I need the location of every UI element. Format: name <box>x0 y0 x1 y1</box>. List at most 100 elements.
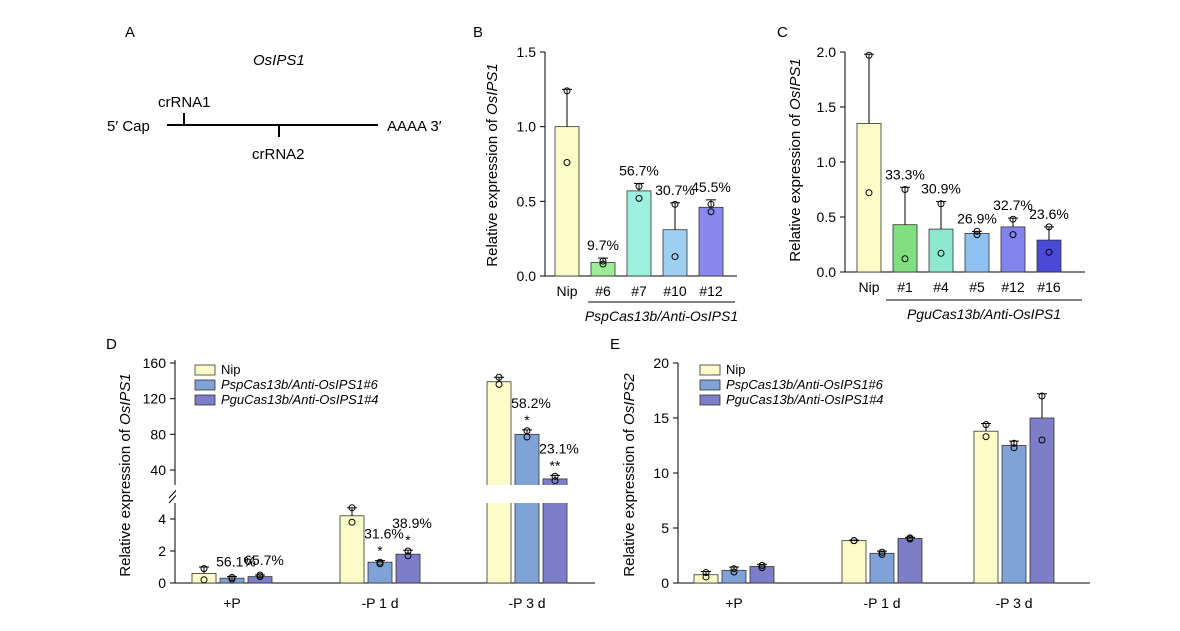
bar-point <box>523 433 531 441</box>
bar <box>973 430 999 584</box>
percent-label: 32.7% <box>993 197 1033 213</box>
panel-letter-e: E <box>610 336 620 353</box>
crrna1-label: crRNA1 <box>158 94 211 111</box>
panel-c: C Relative expression of OsIPS1 0.0 0.5 1.… <box>777 24 1085 322</box>
y-tick-label: 40 <box>150 462 166 478</box>
bar-point <box>702 569 710 577</box>
bar <box>841 540 867 584</box>
y-tick-label: 1.5 <box>517 44 537 60</box>
percent-label: 23.6% <box>1029 206 1069 222</box>
bar-point <box>730 565 738 573</box>
bar-point <box>707 200 715 208</box>
bar <box>486 381 512 584</box>
y-tick-label: 0.0 <box>817 264 837 280</box>
percent-label: 9.7% <box>587 237 619 253</box>
panel-c-ylabel: Relative expression of OsIPS1 <box>787 58 804 261</box>
y-tick-label: 4 <box>158 511 166 527</box>
bar-point <box>200 565 208 573</box>
bar-point <box>563 87 571 95</box>
group-label: PspCas13b/Anti-OsIPS1 <box>585 308 738 324</box>
bar-point <box>1009 215 1017 223</box>
x-tick-label: Nip <box>556 283 577 299</box>
x-tick-label: #4 <box>933 279 949 295</box>
x-tick-label: #12 <box>699 283 723 299</box>
bar-point <box>878 550 886 558</box>
panel-d-ylabel: Relative expression of OsIPS1 <box>117 373 134 576</box>
bar-point <box>1045 223 1053 231</box>
percent-label: 56.7% <box>619 162 659 178</box>
panel-e-plot: 0 5 10 15 20 +P -P 1 d -P 3 d NipPspCas13b/Anti-… <box>653 355 1090 611</box>
bar <box>339 515 365 584</box>
panel-b-ylabel: Relative expression of OsIPS1 <box>484 63 501 266</box>
bar-point <box>1038 436 1046 444</box>
legend-label: PspCas13b/Anti-OsIPS1#6 <box>726 377 884 392</box>
y-tick-label: 10 <box>653 465 669 481</box>
bar <box>1036 239 1062 273</box>
axis-break-band <box>176 485 595 503</box>
x-tick-label: +P <box>223 595 241 611</box>
three-prime-polya-label: AAAA 3′ <box>387 118 442 135</box>
bar-point <box>865 51 873 59</box>
panel-a: A OsIPS1 crRNA1 crRNA2 5′ Cap AAAA 3′ <box>107 24 442 163</box>
bar-point <box>1038 392 1046 400</box>
bar-point <box>901 255 909 263</box>
panel-letter-a: A <box>125 24 135 41</box>
crrna2-label: crRNA2 <box>252 146 305 163</box>
bar-point <box>973 231 981 239</box>
bar-point <box>348 518 356 526</box>
percent-label: 65.7% <box>244 552 284 568</box>
bar-point <box>901 186 909 193</box>
x-tick-label: #12 <box>1001 279 1025 295</box>
x-tick-label: -P 1 d <box>863 595 900 611</box>
y-tick-label: 1.0 <box>817 154 837 170</box>
y-tick-label: 20 <box>653 355 669 371</box>
bar-point <box>495 380 503 388</box>
legend-label: Nip <box>221 362 241 377</box>
panel-e-ylabel: Relative expression of OsIPS2 <box>621 373 638 577</box>
legend-swatch <box>699 364 721 376</box>
y-tick-label: 120 <box>143 391 167 407</box>
panel-b-plot: 0.0 0.5 1.0 1.5 Nip #6 9.7% #7 56.7% #10 30.7% #12 4… <box>517 44 739 324</box>
bar-point <box>865 189 873 197</box>
bar-point <box>982 421 990 429</box>
panel-d: D Relative expression of OsIPS1 0 2 4 40 80 1… <box>106 336 595 611</box>
x-tick-label: #6 <box>595 283 611 299</box>
bar-point <box>671 253 679 261</box>
y-tick-label: 15 <box>653 410 669 426</box>
panel-letter-d: D <box>106 336 117 353</box>
percent-label: 30.7% <box>655 182 695 198</box>
five-prime-cap-label: 5′ Cap <box>107 118 150 135</box>
bar <box>626 190 652 277</box>
panel-letter-b: B <box>473 24 483 41</box>
percent-label: 56.1% <box>216 554 256 570</box>
bar <box>1001 445 1027 584</box>
bar-point <box>878 548 886 556</box>
x-tick-label: +P <box>725 595 743 611</box>
y-tick-label: 160 <box>143 355 167 371</box>
bar-point <box>982 433 990 441</box>
bar-point <box>348 504 356 512</box>
bar-point <box>1010 444 1018 452</box>
percent-label: 23.1% <box>539 440 579 456</box>
legend-swatch <box>194 364 216 376</box>
legend-label: PspCas13b/Anti-OsIPS1#6 <box>221 377 379 392</box>
bar-point <box>563 159 571 167</box>
bar-point <box>1045 248 1053 256</box>
bar <box>721 569 747 584</box>
x-tick-label: Nip <box>858 279 879 295</box>
bar-point <box>1009 231 1017 239</box>
x-tick-label: -P 1 d <box>361 595 398 611</box>
significance-stars: * <box>524 412 530 428</box>
bar-point <box>228 573 236 581</box>
bar <box>892 224 918 273</box>
y-tick-label: 80 <box>150 426 166 442</box>
bar-point <box>758 564 766 572</box>
bar-point <box>200 576 208 584</box>
bar-point <box>404 547 412 555</box>
bar <box>191 573 217 584</box>
percent-label: 33.3% <box>885 166 925 182</box>
bar <box>856 123 882 273</box>
y-tick-label: 2.0 <box>817 44 837 60</box>
